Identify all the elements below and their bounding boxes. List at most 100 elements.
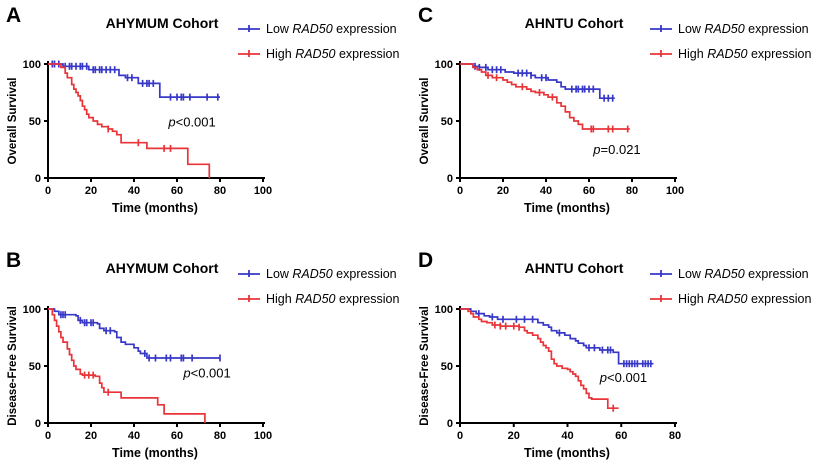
censor-ticks-low <box>474 62 614 102</box>
legend-label-low: Low RAD50 expression <box>678 22 809 36</box>
svg-text:50: 50 <box>29 361 41 373</box>
survival-curve-low <box>460 308 654 365</box>
svg-text:60: 60 <box>171 430 183 442</box>
svg-text:80: 80 <box>214 430 226 442</box>
svg-text:100: 100 <box>254 185 272 197</box>
svg-text:100: 100 <box>23 304 41 316</box>
svg-text:20: 20 <box>85 430 97 442</box>
legend-label-high: High RAD50 expression <box>678 292 811 306</box>
plot-area: 0 20 40 60 80 100 0 50 100 p=0.021 <box>435 59 685 197</box>
panel-letter: C <box>418 4 433 27</box>
censor-ticks-high <box>83 371 110 396</box>
svg-text:50: 50 <box>441 361 453 373</box>
y-axis-label: Overall Survival <box>7 78 19 165</box>
svg-text:40: 40 <box>128 430 140 442</box>
svg-text:20: 20 <box>497 185 509 197</box>
svg-text:0: 0 <box>35 173 41 185</box>
panel-c: C AHNTU Cohort Low RAD50 expression High… <box>412 0 824 237</box>
y-tick-labels: 0 50 100 <box>435 59 453 185</box>
legend-line-high-icon <box>650 295 672 302</box>
x-axis-label: Time (months) <box>112 201 198 215</box>
x-tick-labels: 0 20 40 60 80 100 <box>45 185 272 197</box>
legend-line-low-icon <box>650 25 672 32</box>
x-tick-labels: 0 20 40 60 80 100 <box>45 430 272 442</box>
svg-text:40: 40 <box>128 185 140 197</box>
svg-text:80: 80 <box>626 185 638 197</box>
panel-title: AHNTU Cohort <box>525 15 624 31</box>
censor-ticks-high <box>107 125 172 152</box>
plot-area: 0 20 40 60 80 100 0 50 100 p<0.001 <box>23 304 273 442</box>
svg-text:100: 100 <box>435 59 453 71</box>
legend-line-low-icon <box>238 270 260 277</box>
censor-ticks-high <box>494 321 615 412</box>
x-tick-labels: 0 20 40 60 80 100 <box>457 185 684 197</box>
legend-label-low: Low RAD50 expression <box>266 22 397 36</box>
svg-text:100: 100 <box>254 430 272 442</box>
censor-ticks-low <box>60 311 221 362</box>
svg-text:0: 0 <box>447 418 453 430</box>
svg-text:0: 0 <box>35 418 41 430</box>
svg-text:0: 0 <box>457 185 463 197</box>
y-tick-labels: 0 50 100 <box>435 304 453 430</box>
plot-area: 0 20 40 60 80 0 50 100 p<0.001 <box>435 304 681 442</box>
panel-letter: B <box>6 249 21 272</box>
legend-label-high: High RAD50 expression <box>266 47 399 61</box>
p-value-label: p=0.021 <box>592 142 640 157</box>
legend: Low RAD50 expression High RAD50 expressi… <box>650 22 811 61</box>
svg-text:40: 40 <box>561 430 573 442</box>
panel-a-svg: A AHYMUM Cohort Low RAD50 expression Hig… <box>6 4 399 215</box>
legend: Low RAD50 expression High RAD50 expressi… <box>650 267 811 306</box>
panel-letter: A <box>6 4 21 27</box>
legend-line-low-icon <box>650 270 672 277</box>
panel-title: AHYMUM Cohort <box>106 260 219 276</box>
panel-c-svg: C AHNTU Cohort Low RAD50 expression High… <box>418 4 811 215</box>
panel-d: D AHNTU Cohort Low RAD50 expression High… <box>412 237 824 475</box>
plot-area: 0 20 40 60 80 100 0 50 100 p<0.001 <box>23 59 273 197</box>
svg-text:50: 50 <box>441 116 453 128</box>
svg-text:0: 0 <box>447 173 453 185</box>
survival-curve-high <box>460 63 630 130</box>
x-tick-labels: 0 20 40 60 80 <box>457 430 681 442</box>
svg-text:60: 60 <box>171 185 183 197</box>
svg-text:60: 60 <box>583 185 595 197</box>
axes <box>44 61 265 182</box>
x-axis-label: Time (months) <box>524 201 610 215</box>
legend-line-high-icon <box>238 50 260 57</box>
svg-text:60: 60 <box>615 430 627 442</box>
panel-d-svg: D AHNTU Cohort Low RAD50 expression High… <box>418 249 811 460</box>
legend-label-low: Low RAD50 expression <box>266 267 397 281</box>
x-axis-label: Time (months) <box>112 446 198 460</box>
survival-curve-low <box>48 308 220 359</box>
svg-text:100: 100 <box>435 304 453 316</box>
axes <box>456 306 677 427</box>
svg-text:50: 50 <box>29 116 41 128</box>
p-value-label: p<0.001 <box>167 115 215 130</box>
svg-text:20: 20 <box>508 430 520 442</box>
censor-ticks-high <box>487 71 629 133</box>
svg-text:80: 80 <box>214 185 226 197</box>
y-tick-labels: 0 50 100 <box>23 304 41 430</box>
survival-curve-high <box>48 308 206 423</box>
panel-b-svg: B AHYMUM Cohort Low RAD50 expression Hig… <box>6 249 399 460</box>
survival-curve-high <box>48 63 211 178</box>
svg-text:80: 80 <box>669 430 681 442</box>
survival-curve-low <box>460 63 615 100</box>
panel-b: B AHYMUM Cohort Low RAD50 expression Hig… <box>0 237 412 475</box>
svg-text:20: 20 <box>85 185 97 197</box>
survival-curve-high <box>460 308 619 410</box>
axes <box>456 61 677 182</box>
legend: Low RAD50 expression High RAD50 expressi… <box>238 267 399 306</box>
y-axis-label: Disease-Free Survival <box>7 306 19 426</box>
panel-a: A AHYMUM Cohort Low RAD50 expression Hig… <box>0 0 412 237</box>
legend-label-low: Low RAD50 expression <box>678 267 809 281</box>
svg-text:100: 100 <box>666 185 684 197</box>
y-axis-label: Overall Survival <box>419 78 431 165</box>
legend-label-high: High RAD50 expression <box>266 292 399 306</box>
legend-line-low-icon <box>238 25 260 32</box>
svg-text:0: 0 <box>45 185 51 197</box>
censor-ticks-low <box>51 60 219 101</box>
p-value-label: p<0.001 <box>182 365 230 380</box>
panel-title: AHYMUM Cohort <box>106 15 219 31</box>
legend-label-high: High RAD50 expression <box>678 47 811 61</box>
legend-line-high-icon <box>238 295 260 302</box>
